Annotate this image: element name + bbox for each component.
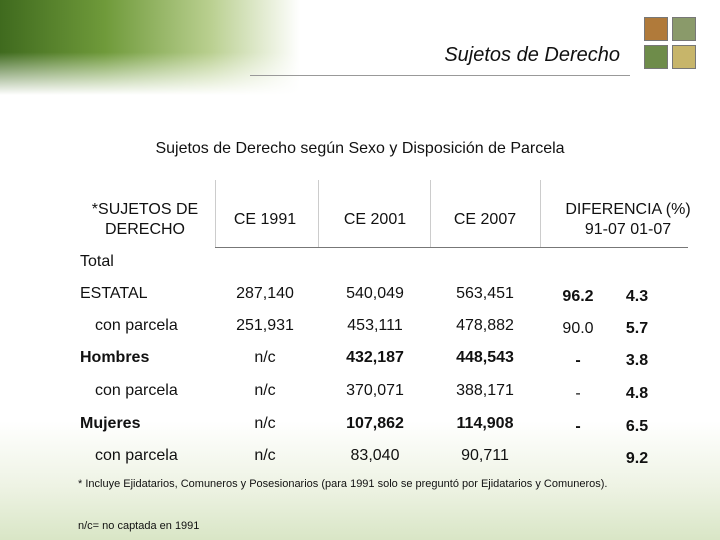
slide-title: Sujetos de Derecho [444,44,620,66]
table-cell: n/c [254,349,276,366]
column-header: CE 2001 [343,211,407,228]
table-cell: 287,140 [236,285,294,302]
table-cell: 90,711 [461,447,509,464]
row-label: Hombres [80,349,150,366]
table-cell: 453,111 [347,317,403,334]
column-header: CE 2007 [453,211,517,228]
footnote: n/c= no captada en 1991 [78,520,200,532]
table-cell: 478,882 [456,317,514,334]
table-cell: - [575,352,581,369]
column-separator [540,180,541,247]
table-cell: 3.8 [625,352,649,369]
column-header: *SUJETOS DE DERECHO [91,201,199,238]
table-cell: 370,071 [346,382,404,399]
row-label: con parcela [95,317,178,334]
table-cell: n/c [254,447,276,464]
table-cell: 388,171 [456,382,514,399]
row-label: Mujeres [80,415,141,432]
icon [672,45,696,69]
table-cell: 4.3 [625,288,649,305]
table-cell: 432,187 [346,349,404,366]
icon [644,45,668,69]
table-cell: 563,451 [456,285,514,302]
table-cell: 83,040 [350,447,400,464]
footnote: * Incluye Ejidatarios, Comuneros y Poses… [78,478,608,490]
row-label: ESTATAL [80,285,148,302]
table-cell: 4.8 [625,385,649,402]
table-cell: 6.5 [625,418,649,435]
table-cell: 107,862 [346,415,404,432]
column-header: DIFERENCIA (%) 91-07 01-07 [565,201,691,238]
icon [672,17,696,41]
photo-fade [0,0,300,95]
title-rule [250,75,630,76]
table-cell: n/c [254,415,276,432]
row-label: Total [80,253,114,270]
column-header: CE 1991 [233,211,297,228]
row-label: con parcela [95,447,178,464]
table-cell: 5.7 [625,320,649,337]
table-cell: 90.0 [562,320,594,337]
table-cell: n/c [254,382,276,399]
row-label: con parcela [95,382,178,399]
table-cell: 251,931 [236,317,294,334]
table-cell: 448,543 [456,349,514,366]
header-rule [215,247,688,248]
table-cell: 9.2 [625,450,649,467]
icon [644,17,668,41]
table-cell: - [575,418,581,435]
column-separator [318,180,319,247]
table-title: Sujetos de Derecho según Sexo y Disposic… [155,140,565,157]
column-separator [215,180,216,247]
table-cell: 96.2 [562,288,594,305]
table-cell: 540,049 [346,285,404,302]
column-separator [430,180,431,247]
table-cell: 114,908 [456,415,514,432]
table-cell: - [575,385,581,402]
